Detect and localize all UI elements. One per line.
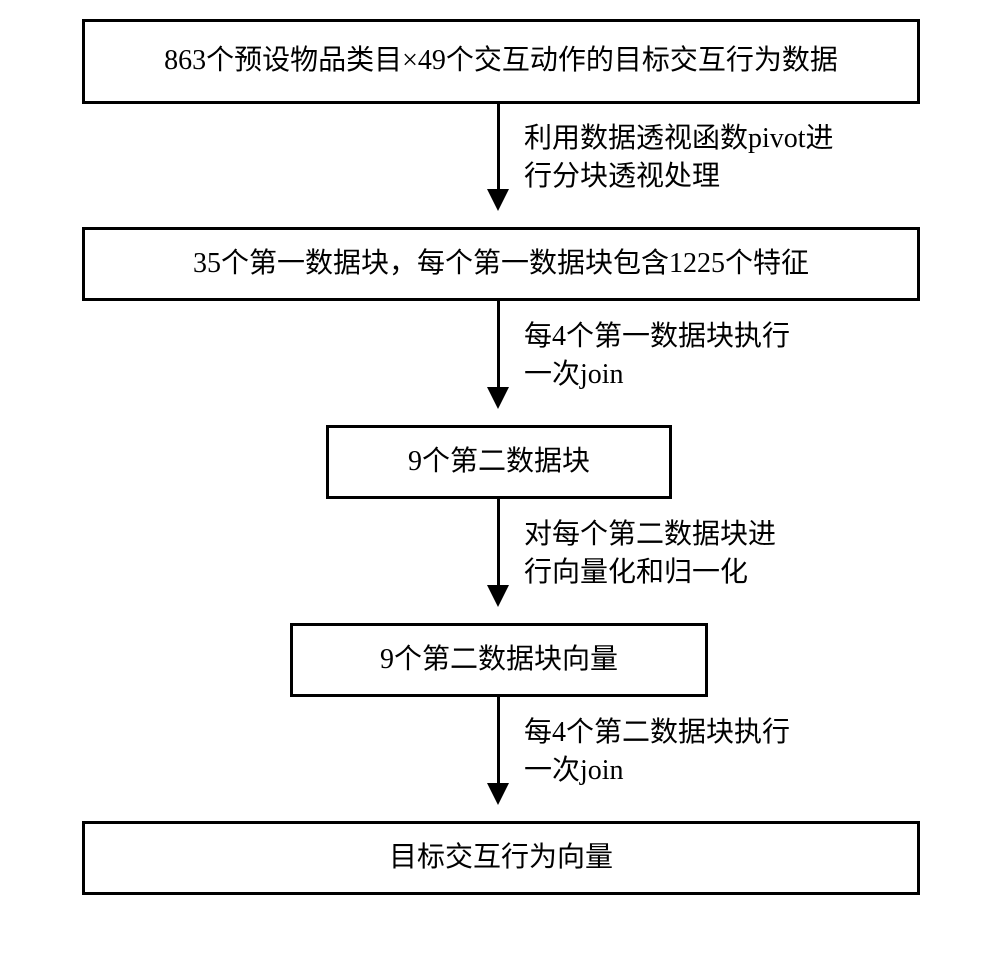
flow-node-4-text: 9个第二数据块向量: [372, 642, 626, 678]
edge-3-arrowhead-icon: [487, 585, 509, 607]
flow-node-1-text: 863个预设物品类目×49个交互动作的目标交互行为数据: [156, 43, 846, 79]
edge-4-arrowhead-icon: [487, 783, 509, 805]
flow-node-1: 863个预设物品类目×49个交互动作的目标交互行为数据: [82, 19, 920, 104]
flow-node-3-text: 9个第二数据块: [400, 444, 598, 480]
flow-node-2-text: 35个第一数据块，每个第一数据块包含1225个特征: [185, 246, 817, 282]
edge-4-line: [497, 697, 500, 785]
edge-4-label: 每4个第二数据块执行 一次join: [524, 714, 790, 790]
edge-1-arrowhead-icon: [487, 189, 509, 211]
edge-2-label: 每4个第一数据块执行 一次join: [524, 318, 790, 394]
edge-3-label: 对每个第二数据块进 行向量化和归一化: [524, 516, 776, 592]
edge-2-arrowhead-icon: [487, 387, 509, 409]
edge-2-line: [497, 301, 500, 389]
flow-node-4: 9个第二数据块向量: [290, 623, 708, 697]
flow-node-5-text: 目标交互行为向量: [381, 840, 621, 876]
edge-1-line: [497, 104, 500, 191]
flowchart-canvas: 863个预设物品类目×49个交互动作的目标交互行为数据 35个第一数据块，每个第…: [0, 0, 1000, 965]
flow-node-3: 9个第二数据块: [326, 425, 672, 499]
flow-node-5: 目标交互行为向量: [82, 821, 920, 895]
edge-1-label: 利用数据透视函数pivot进 行分块透视处理: [524, 120, 834, 196]
flow-node-2: 35个第一数据块，每个第一数据块包含1225个特征: [82, 227, 920, 301]
edge-3-line: [497, 499, 500, 587]
